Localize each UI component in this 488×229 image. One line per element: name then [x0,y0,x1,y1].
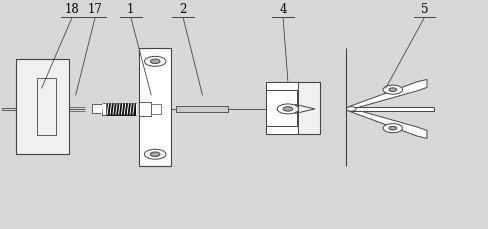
Circle shape [150,59,160,64]
Circle shape [283,107,293,111]
Bar [176,106,228,112]
Bar [102,103,136,114]
Circle shape [389,88,397,91]
Text: 1: 1 [127,3,135,16]
Circle shape [277,104,299,114]
Text: 17: 17 [88,3,102,16]
Polygon shape [349,79,427,110]
Bar [266,90,297,126]
Bar [102,103,106,114]
Circle shape [389,126,397,130]
Bar [139,48,171,166]
Bar [85,48,461,166]
Bar [151,104,161,114]
Bar [16,59,69,154]
Polygon shape [349,108,427,138]
Circle shape [144,56,166,66]
Polygon shape [349,107,434,111]
Bar [139,102,151,116]
Text: 18: 18 [65,3,80,16]
Text: 5: 5 [421,3,428,16]
Bar [37,78,56,135]
Circle shape [144,149,166,159]
Circle shape [346,107,356,111]
Text: 2: 2 [179,3,187,16]
Bar [266,82,320,134]
Circle shape [383,124,403,133]
Circle shape [383,85,403,94]
Bar [266,82,298,134]
Circle shape [150,152,160,156]
Text: 4: 4 [279,3,287,16]
Bar [92,104,102,113]
